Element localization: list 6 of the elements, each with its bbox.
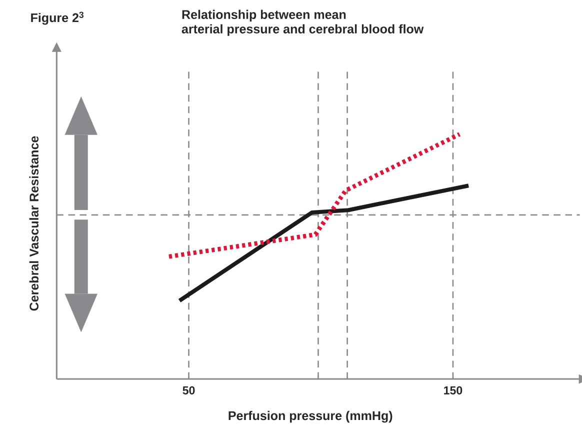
chart-title: Relationship between mean arterial pressure and cerebral blood flow [182,10,424,36]
x-axis-title: Perfusion pressure (mmHg) [228,411,392,423]
caption: Figure 2$^{3}$ [31,12,84,25]
x-tick-label: 50 [182,386,195,395]
x-tick-label: 150 [444,386,462,395]
y-axis-title: Cerebral Vascular Resistance [29,136,39,311]
